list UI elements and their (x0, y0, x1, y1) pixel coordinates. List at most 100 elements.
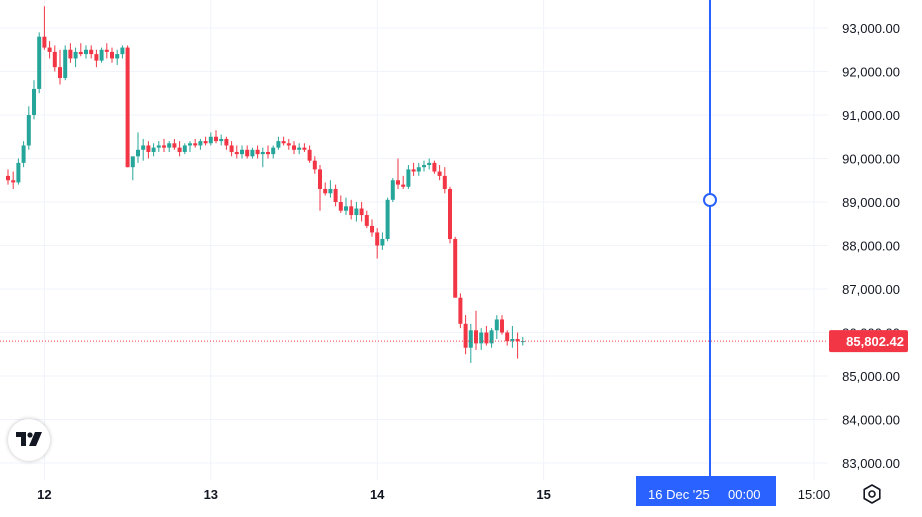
candle-body (16, 162, 21, 183)
candle-body (84, 49, 88, 55)
candle-body (515, 339, 520, 342)
candle (11, 171, 16, 189)
candle (344, 197, 348, 216)
candle (515, 332, 520, 359)
candle-body (375, 232, 380, 246)
candle (89, 45, 94, 59)
tradingview-logo[interactable] (8, 419, 50, 461)
candle-body (427, 162, 432, 166)
candle-body (42, 36, 47, 48)
candle-body (505, 332, 510, 342)
candle-body (151, 147, 156, 152)
candle-body (115, 54, 120, 59)
candle-body (255, 149, 260, 155)
time-axis[interactable]: 12 13 14 15 15:00 (37, 487, 830, 502)
candle-body (11, 180, 16, 183)
settings-gear-icon[interactable] (860, 482, 884, 506)
candle (307, 145, 312, 163)
candle-body (260, 151, 265, 155)
candle (437, 165, 442, 181)
candle (338, 195, 343, 213)
candle-body (208, 136, 213, 144)
candle-body (406, 169, 411, 187)
candle (266, 145, 270, 159)
candle-body (47, 47, 52, 52)
candle-body (198, 141, 203, 146)
time-tick-label: 14 (370, 487, 385, 502)
price-tick-label: 83,000.00 (842, 456, 900, 471)
price-tick-label: 87,000.00 (842, 282, 900, 297)
tradingview-logo-icon (16, 432, 42, 446)
candle (474, 310, 478, 350)
price-tick-label: 88,000.00 (842, 239, 900, 254)
candle (349, 199, 354, 220)
candle (6, 169, 10, 185)
candle-body (489, 330, 494, 344)
candle (156, 141, 161, 152)
candle (214, 130, 218, 144)
candle (448, 186, 452, 244)
candle-body (390, 180, 395, 200)
candle-body (146, 145, 151, 152)
candle (323, 182, 328, 196)
candle-body (58, 67, 62, 79)
candle (73, 47, 78, 68)
candle-body (6, 175, 10, 181)
candle-body (468, 330, 473, 348)
candle (63, 45, 68, 81)
candle (468, 323, 473, 363)
candle-body (349, 206, 354, 216)
candle-body (307, 149, 312, 161)
candles (6, 6, 525, 363)
candle (416, 162, 421, 176)
candle-body (494, 319, 499, 331)
candle-body (297, 147, 302, 150)
candle (167, 141, 172, 152)
candle-body (141, 145, 146, 150)
candle-body (286, 143, 291, 146)
candle (318, 165, 322, 211)
candle-body (281, 141, 286, 144)
crosshair-time-label: 16 Dec '25 00:00 (636, 476, 776, 506)
candle (115, 49, 120, 65)
candle-body (453, 238, 458, 298)
candle (286, 138, 291, 150)
candle-body (234, 151, 239, 155)
crosshair-handle[interactable] (703, 193, 717, 207)
candle (151, 143, 156, 157)
candle (193, 138, 198, 148)
candle-body (130, 156, 135, 168)
price-axis[interactable]: 83,000.0084,000.0085,000.0086,000.0087,0… (842, 21, 900, 471)
candle (359, 202, 364, 222)
candle (136, 132, 140, 163)
candle-body (500, 319, 504, 333)
candle (484, 325, 489, 346)
candle (219, 134, 224, 146)
candle (312, 156, 317, 174)
candle-body (448, 188, 452, 239)
candle (390, 178, 395, 202)
candle (422, 160, 426, 172)
candle-body (73, 51, 78, 59)
candle-body (484, 332, 489, 344)
candle (99, 47, 104, 63)
candle (380, 232, 385, 250)
candle (333, 184, 338, 207)
price-tick-label: 85,000.00 (842, 369, 900, 384)
candle-body (333, 188, 338, 202)
candle (52, 45, 57, 72)
candle-body (214, 136, 218, 142)
candle (375, 228, 380, 259)
candle (16, 158, 21, 185)
candle-body (266, 151, 270, 155)
candle-body (328, 188, 333, 194)
candle (104, 43, 109, 59)
candle (224, 136, 229, 150)
current-price-text: 85,802.42 (846, 334, 904, 349)
candle-body (120, 47, 125, 55)
candle-body (463, 323, 468, 348)
candle-body (312, 160, 317, 170)
candle (172, 138, 177, 150)
candle (42, 6, 47, 50)
